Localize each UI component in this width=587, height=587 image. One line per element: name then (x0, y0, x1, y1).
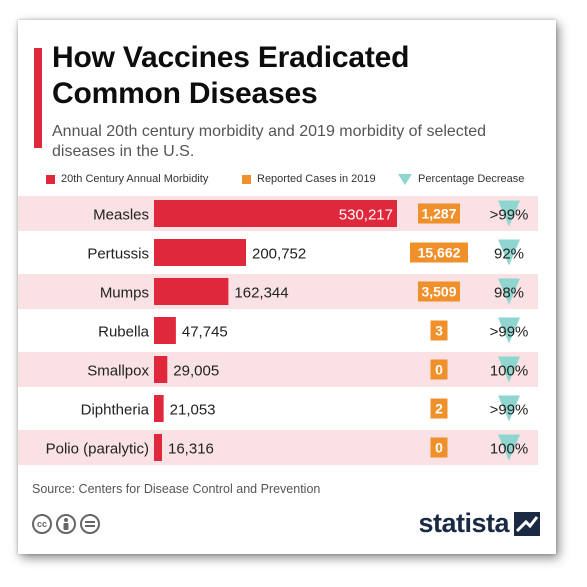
triangle-down-icon (398, 173, 412, 185)
legend-item-morbidity: 20th Century Annual Morbidity (46, 173, 208, 185)
legend-label-reported: Reported Cases in 2019 (257, 173, 376, 185)
morbidity-value-label: 162,344 (234, 285, 288, 302)
category-label: Rubella (98, 324, 150, 341)
morbidity-bar (154, 434, 162, 461)
legend-swatch-morbidity (46, 174, 55, 184)
legend-label-decrease: Percentage Decrease (418, 173, 525, 185)
morbidity-bar (154, 395, 164, 422)
source-note: Source: Centers for Disease Control and … (32, 482, 321, 496)
legend: 20th Century Annual Morbidity Reported C… (38, 173, 548, 189)
morbidity-value-label: 29,005 (173, 363, 219, 380)
statista-mark-icon (514, 511, 540, 536)
license-icons: cc (32, 514, 100, 534)
title-accent-bar (34, 48, 42, 148)
morbidity-value-label: 47,745 (182, 324, 228, 341)
brand-name: statista (418, 508, 509, 538)
morbidity-value-label: 200,752 (252, 246, 306, 263)
morbidity-bar (154, 278, 229, 305)
decrease-value-label: 98% (494, 285, 524, 302)
reported-badge (410, 242, 468, 263)
reported-badge (430, 437, 448, 458)
reported-value-label: 1,287 (421, 206, 456, 222)
morbidity-value-label: 530,217 (339, 207, 393, 224)
morbidity-bar (154, 200, 397, 227)
morbidity-value-label: 16,316 (168, 441, 214, 458)
category-label: Pertussis (87, 246, 149, 263)
morbidity-value-label: 21,053 (170, 402, 216, 419)
decrease-value-label: >99% (490, 207, 529, 224)
legend-item-reported: Reported Cases in 2019 (242, 173, 376, 185)
reported-value-label: 0 (435, 362, 443, 378)
decrease-marker-icon (498, 200, 520, 227)
reported-value-label: 2 (435, 401, 443, 417)
chart-subtitle: Annual 20th century morbidity and 2019 m… (52, 123, 487, 160)
legend-item-decrease: Percentage Decrease (398, 173, 524, 185)
reported-value-label: 15,662 (418, 245, 461, 261)
row-band (18, 430, 538, 465)
reported-badge (418, 203, 460, 224)
decrease-value-label: >99% (490, 324, 529, 341)
decrease-marker-icon (498, 317, 520, 344)
category-label: Measles (93, 207, 149, 224)
category-label: Polio (paralytic) (46, 441, 149, 458)
category-label: Diphtheria (81, 402, 150, 419)
legend-swatch-reported (242, 174, 251, 184)
decrease-value-label: 100% (490, 441, 528, 458)
legend-label-morbidity: 20th Century Annual Morbidity (61, 173, 209, 185)
chart-plot: Measles 530,217 1,287 >99% Pertussis 200,752 1… (18, 196, 538, 465)
decrease-marker-icon (498, 395, 520, 422)
attribution-icon (56, 514, 76, 534)
reported-value-label: 3,509 (421, 284, 456, 300)
morbidity-bar (154, 239, 247, 266)
decrease-marker-icon (498, 434, 520, 461)
decrease-marker-icon (498, 278, 520, 305)
morbidity-bar (154, 356, 168, 383)
reported-badge (430, 359, 448, 380)
decrease-marker-icon (498, 356, 520, 383)
decrease-marker-icon (498, 239, 520, 266)
reported-badge (430, 398, 448, 419)
decrease-value-label: >99% (490, 402, 529, 419)
morbidity-bar (154, 317, 176, 344)
category-label: Smallpox (87, 363, 149, 380)
decrease-value-label: 92% (494, 246, 524, 263)
statista-logo: statista (418, 508, 540, 539)
reported-badge (418, 281, 460, 302)
decrease-value-label: 100% (490, 363, 528, 380)
row-band (18, 352, 538, 387)
creative-commons-icon: cc (32, 514, 52, 534)
no-derivatives-icon (80, 514, 100, 534)
reported-value-label: 0 (435, 440, 443, 456)
reported-badge (430, 320, 448, 341)
reported-value-label: 3 (435, 323, 443, 339)
category-label: Mumps (100, 285, 149, 302)
infographic-card: How Vaccines Eradicated Common Diseases … (18, 20, 556, 554)
chart-title: How Vaccines Eradicated Common Diseases (52, 41, 410, 110)
